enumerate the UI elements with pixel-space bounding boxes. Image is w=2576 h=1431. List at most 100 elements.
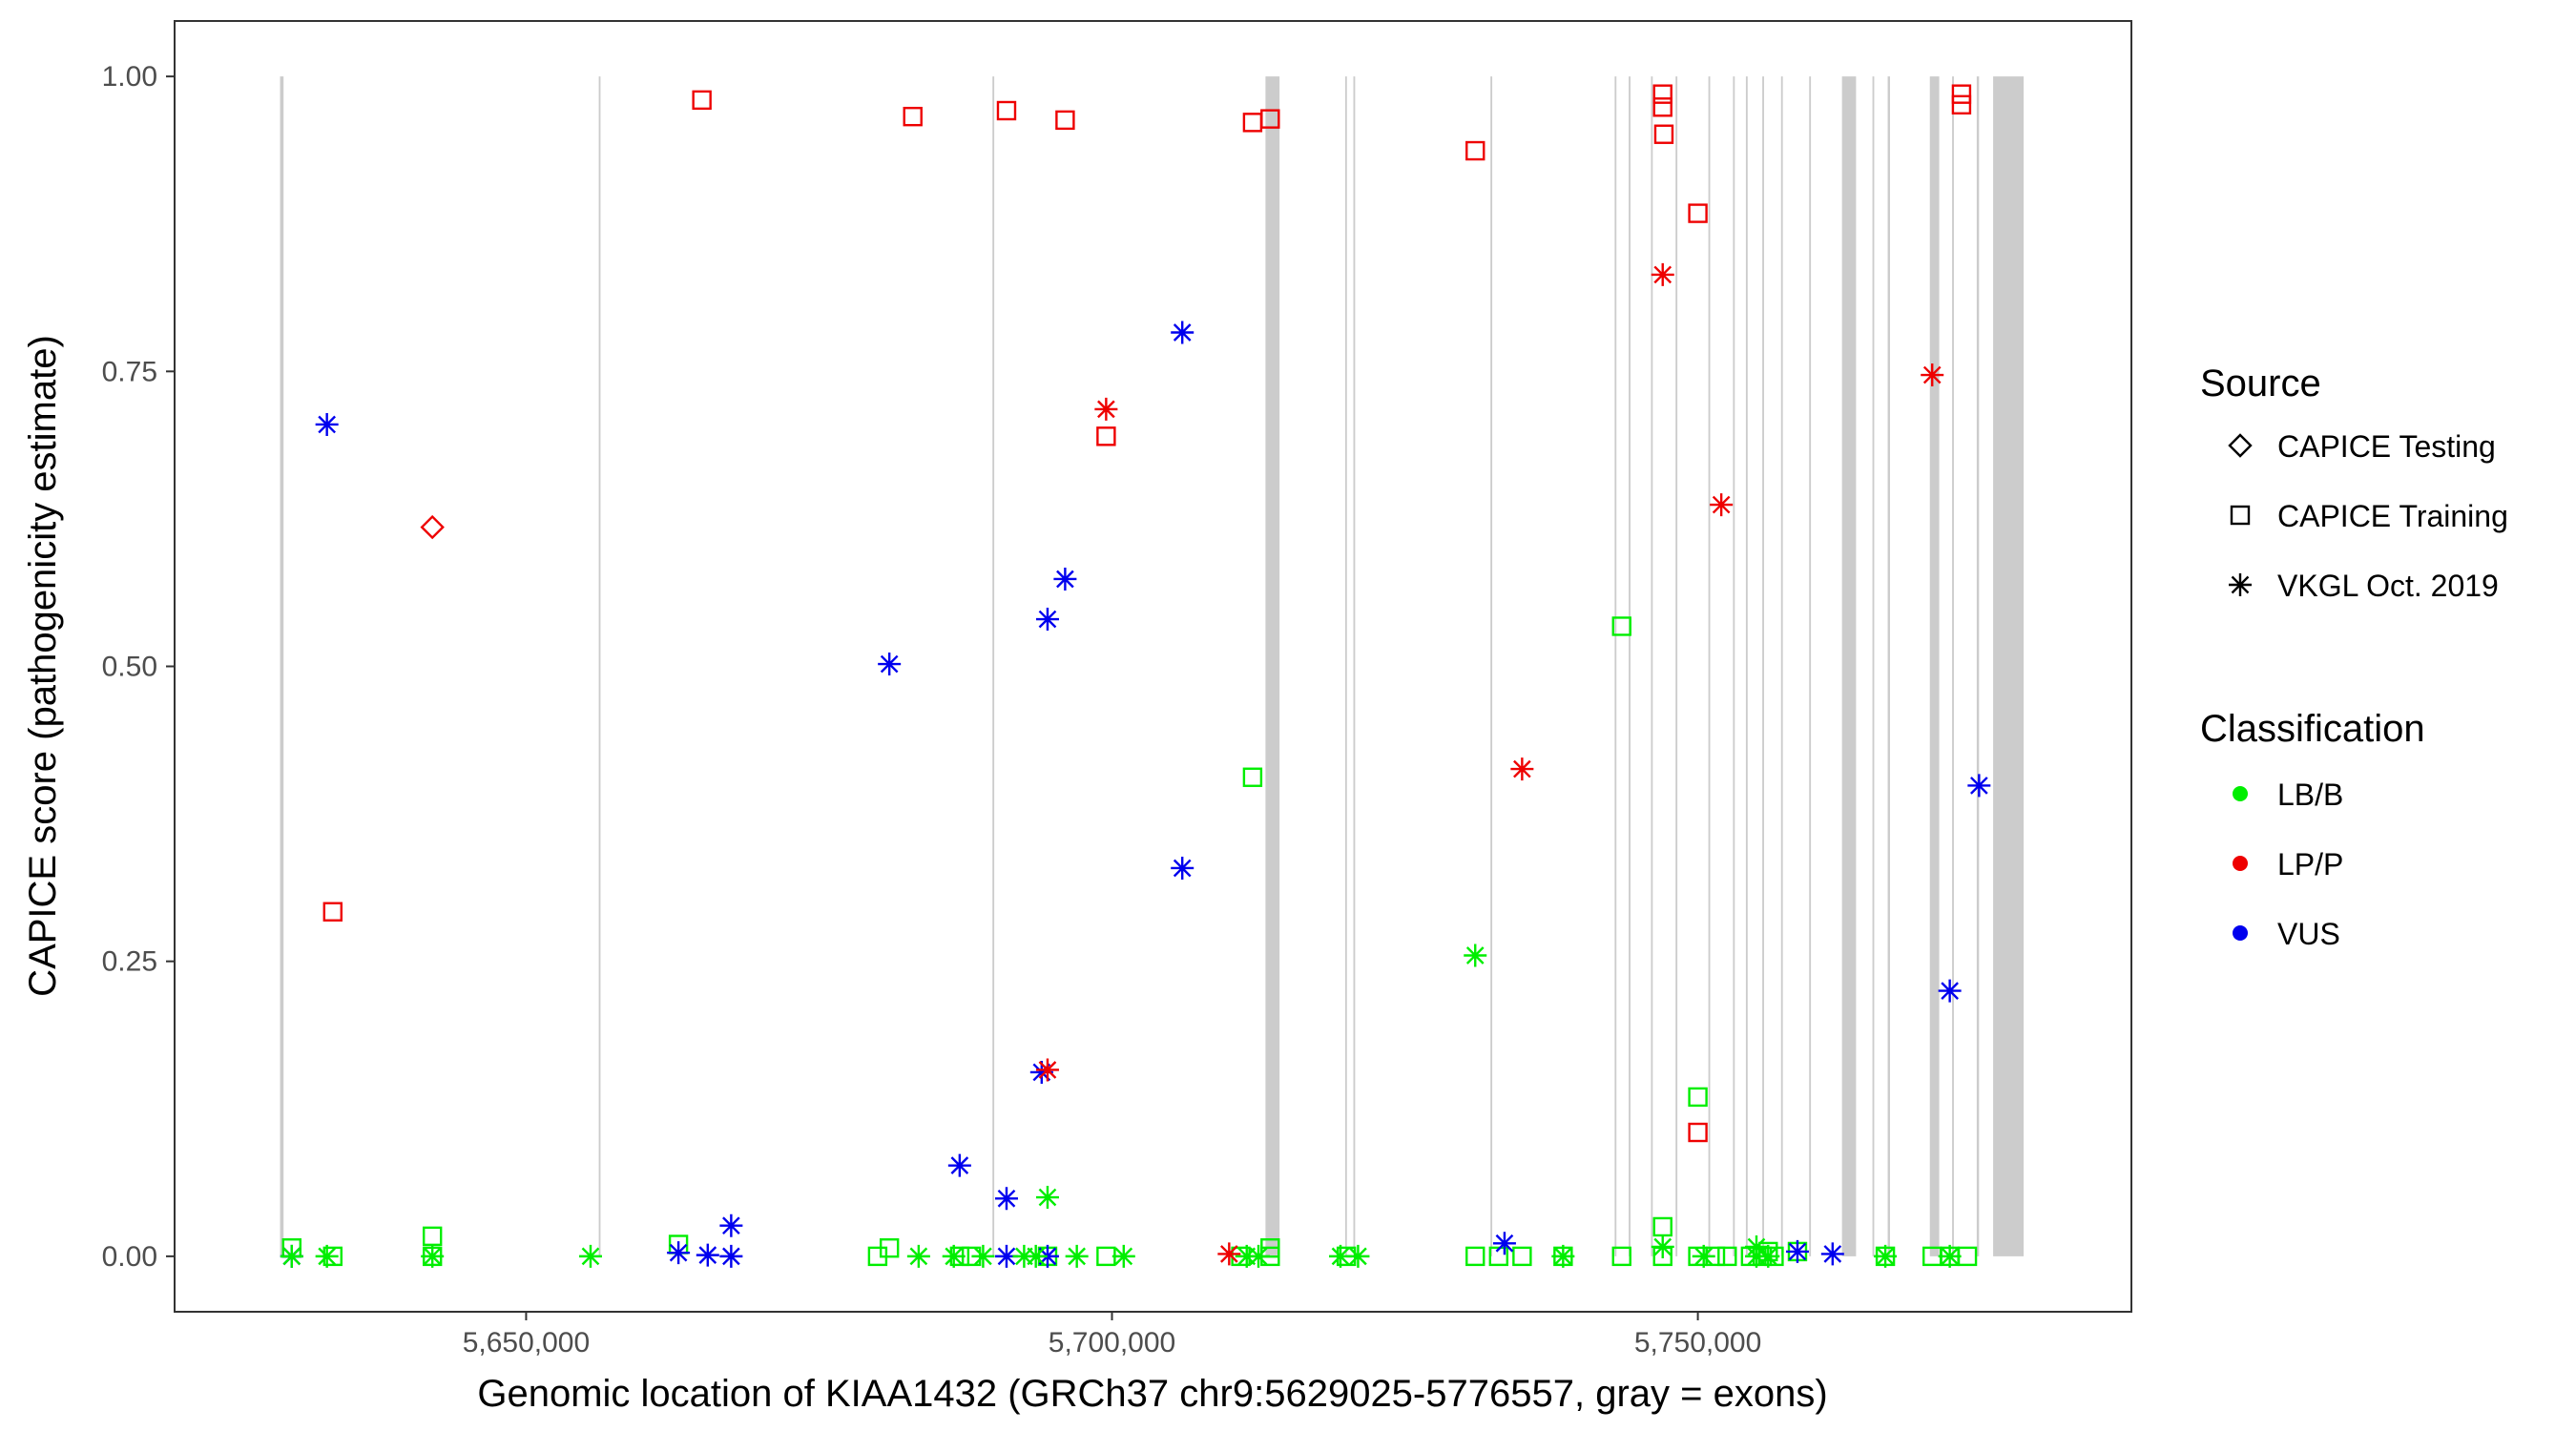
point-asterisk-vus (994, 1244, 1018, 1268)
point-asterisk-vus (1785, 1239, 1809, 1263)
point-square-lbb (1465, 1246, 1485, 1267)
y-tick-label: 0.00 (102, 1241, 157, 1273)
point-square-lpp (1951, 84, 1972, 104)
point-asterisk-vus (1171, 321, 1195, 344)
exon-band (1780, 76, 1783, 1256)
legend-source-training: CAPICE Training (2230, 499, 2508, 533)
exon-band (1976, 76, 1980, 1256)
y-tick-label: 0.75 (102, 356, 157, 387)
exon-band (598, 76, 601, 1256)
exon-band (1614, 76, 1617, 1256)
point-square-lpp (1688, 1122, 1708, 1143)
exon-band (1993, 76, 2025, 1256)
point-asterisk-vus (1938, 979, 1962, 1003)
exon-bands (280, 76, 2025, 1256)
point-asterisk-lbb (1938, 1244, 1962, 1268)
point-asterisk-vus (1053, 567, 1077, 591)
point-asterisk-lpp (1217, 1242, 1241, 1266)
exon-band (1708, 76, 1711, 1256)
point-asterisk-lbb (1874, 1244, 1898, 1268)
point-square-lpp (1652, 97, 1672, 117)
legend-class-lbb: LB/B (2233, 778, 2343, 812)
point-asterisk-lpp (1651, 262, 1674, 286)
point-asterisk-vus (667, 1241, 691, 1265)
point-asterisk-vus (1171, 856, 1195, 880)
legend-source-vkgl: VKGL Oct. 2019 (2229, 569, 2499, 603)
point-asterisk-lbb (1012, 1244, 1036, 1268)
legend: Source CAPICE Testing CAPICE Training VK… (2200, 363, 2508, 951)
point-asterisk-lpp (1921, 363, 1944, 387)
point-square-lbb (1242, 767, 1263, 787)
point-asterisk-lbb (1235, 1244, 1258, 1268)
point-asterisk-lbb (1024, 1244, 1048, 1268)
y-tick-label: 0.50 (102, 652, 157, 683)
point-asterisk-vus (1820, 1242, 1844, 1266)
axes: 0.00 0.25 0.50 0.75 1.00 5,650,000 5,700,000 5,… (102, 61, 1762, 1358)
point-asterisk-vus (1035, 1244, 1059, 1268)
point-asterisk-vus (1967, 774, 1991, 798)
point-asterisk-lbb (1065, 1244, 1089, 1268)
exon-band (1353, 76, 1356, 1256)
point-asterisk-lpp (1035, 1058, 1059, 1082)
point-square-lpp (1260, 109, 1280, 129)
diamond-symbol-icon (2228, 433, 2253, 458)
point-asterisk-lbb (1756, 1244, 1780, 1268)
point-asterisk-vus (994, 1187, 1018, 1211)
point-square-lpp (1951, 94, 1972, 115)
point-square-lpp (996, 100, 1017, 121)
point-square-lpp (1055, 110, 1075, 131)
exon-band (1344, 76, 1347, 1256)
exon-band (1651, 76, 1653, 1256)
exon-band (1887, 76, 1891, 1256)
point-asterisk-lbb (1111, 1244, 1135, 1268)
exon-band (1629, 76, 1631, 1256)
point-square-lbb (1688, 1087, 1708, 1108)
exon-band (280, 76, 284, 1256)
legend-class-lpp: LP/P (2233, 847, 2343, 881)
point-asterisk-lbb (1329, 1244, 1352, 1268)
square-symbol-icon (2230, 505, 2251, 526)
point-asterisk-lbb (315, 1244, 339, 1268)
point-square-lpp (692, 90, 712, 111)
asterisk-glyph (2229, 573, 2252, 596)
point-asterisk-lbb (1744, 1244, 1768, 1268)
point-square-lpp (322, 902, 343, 922)
point-asterisk-vus (719, 1213, 743, 1237)
exon-band (1809, 76, 1812, 1256)
point-asterisk-vus (947, 1153, 971, 1177)
point-asterisk-lbb (1346, 1244, 1370, 1268)
legend-label-capice-testing: CAPICE Testing (2277, 429, 2496, 464)
point-diamond-lpp (420, 514, 445, 540)
point-asterisk-lbb (1464, 944, 1487, 967)
legend-class-vus: VUS (2233, 917, 2340, 951)
y-axis-title: CAPICE score (pathogenicity estimate) (22, 335, 64, 997)
point-asterisk-lbb (906, 1244, 930, 1268)
lbb-dot-icon (2233, 786, 2248, 801)
point-asterisk-lbb (421, 1244, 445, 1268)
vus-dot-icon (2233, 925, 2248, 941)
asterisk-symbol-icon (2229, 573, 2252, 596)
point-square-lpp (1652, 84, 1672, 104)
legend-label-vkgl: VKGL Oct. 2019 (2277, 569, 2499, 603)
point-square-lbb (1717, 1246, 1737, 1267)
legend-source-testing: CAPICE Testing (2228, 429, 2496, 464)
point-asterisk-vus (696, 1243, 719, 1267)
point-asterisk-lpp (1094, 397, 1118, 421)
legend-label-lpp: LP/P (2277, 847, 2343, 881)
exon-band (1733, 76, 1735, 1256)
x-tick-label: 5,650,000 (463, 1327, 590, 1358)
point-asterisk-vus (878, 653, 902, 676)
exon-band (1952, 76, 1954, 1256)
point-asterisk-lbb (971, 1244, 995, 1268)
point-square-lbb (867, 1246, 888, 1267)
point-asterisk-lbb (578, 1244, 602, 1268)
point-asterisk-lbb (1247, 1244, 1271, 1268)
legend-source-title: Source (2200, 363, 2321, 404)
point-asterisk-lpp (1710, 493, 1734, 517)
exon-band (1675, 76, 1678, 1256)
y-tick-label: 0.25 (102, 946, 157, 978)
point-square-lbb (1611, 616, 1631, 636)
point-square-lpp (1688, 203, 1708, 223)
